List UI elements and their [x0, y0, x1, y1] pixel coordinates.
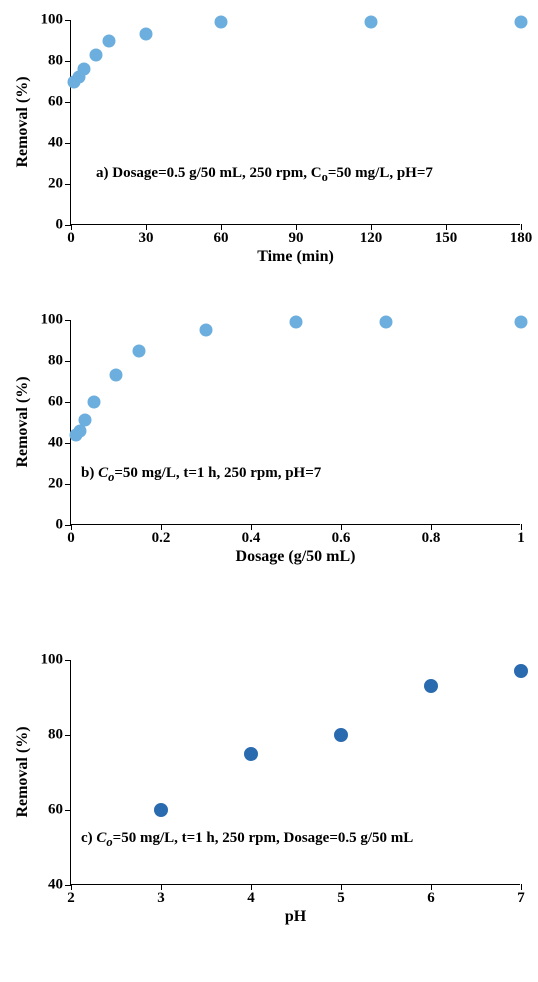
- y-axis-label: Removal (%): [14, 76, 32, 167]
- y-tick-label: 40: [48, 135, 63, 152]
- panel-a: 0 30 60 90 120 150 180 0 20 40 60 80 100 Time (min) Re…: [0, 10, 538, 290]
- x-tick-label: 7: [517, 890, 525, 907]
- plot-area-b: 00.20.40.60.81020406080100Dosage (g/50 m…: [70, 320, 520, 525]
- data-point: [110, 369, 123, 382]
- x-axis-label: pH: [285, 908, 306, 926]
- data-point: [215, 16, 228, 29]
- data-point: [154, 803, 168, 817]
- plot-area-c: 234567406080100pHRemoval (%)c) Co=50 mg/…: [70, 660, 520, 885]
- data-point: [515, 316, 528, 329]
- x-tick-label: 1: [517, 530, 525, 547]
- y-axis-label: Removal (%): [14, 726, 32, 817]
- y-tick-label: 40: [48, 435, 63, 452]
- panel-b: 0 0.2 0.4 0.6 0.8 1 0 20 40 60 80 100 Dosage (g/50 m…: [0, 310, 538, 590]
- x-tick-label: 3: [157, 890, 165, 907]
- y-tick: [65, 361, 71, 362]
- panel-caption-b: b) Co=50 mg/L, t=1 h, 250 rpm, pH=7: [81, 465, 321, 485]
- y-tick-label: 40: [48, 877, 63, 894]
- data-point: [200, 324, 213, 337]
- data-point: [514, 664, 528, 678]
- y-tick: [65, 61, 71, 62]
- y-tick: [65, 402, 71, 403]
- data-point: [515, 16, 528, 29]
- y-tick-label: 80: [48, 353, 63, 370]
- x-tick-label: 6: [427, 890, 435, 907]
- x-axis-label: Time (min): [257, 248, 334, 266]
- y-tick-label: 0: [56, 517, 64, 534]
- y-tick: [65, 810, 71, 811]
- data-point: [380, 316, 393, 329]
- y-tick: [65, 143, 71, 144]
- y-tick: [65, 225, 71, 226]
- y-tick-label: 80: [48, 727, 63, 744]
- data-point: [87, 396, 100, 409]
- data-point: [132, 344, 145, 357]
- x-tick-label: 0: [67, 530, 75, 547]
- y-tick-label: 100: [41, 312, 64, 329]
- y-tick-label: 100: [41, 652, 64, 669]
- y-tick: [65, 735, 71, 736]
- data-point: [78, 414, 91, 427]
- y-axis-label: Removal (%): [14, 376, 32, 467]
- data-point: [424, 679, 438, 693]
- x-tick-label: 0: [67, 230, 75, 247]
- x-tick-label: 90: [289, 230, 304, 247]
- x-tick-label: 2: [67, 890, 75, 907]
- y-tick-label: 20: [48, 176, 63, 193]
- y-tick: [65, 885, 71, 886]
- panel-c: 2 3 4 5 6 7 40 60 80 100 pH Removal (%) c) Co=50 mg/…: [0, 650, 538, 950]
- data-point: [102, 34, 115, 47]
- y-tick-label: 0: [56, 217, 64, 234]
- x-tick-label: 0.6: [332, 530, 351, 547]
- x-tick-label: 60: [214, 230, 229, 247]
- y-tick-label: 100: [41, 12, 64, 29]
- y-tick: [65, 660, 71, 661]
- x-tick-label: 180: [510, 230, 533, 247]
- data-point: [77, 63, 90, 76]
- y-tick-label: 80: [48, 53, 63, 70]
- x-tick-label: 0.4: [242, 530, 261, 547]
- plot-area-a: 0306090120150180020406080100Time (min)Re…: [70, 20, 520, 225]
- data-point: [244, 747, 258, 761]
- x-tick-label: 150: [435, 230, 458, 247]
- y-tick-label: 20: [48, 476, 63, 493]
- x-tick-label: 30: [139, 230, 154, 247]
- y-tick: [65, 184, 71, 185]
- x-tick-label: 5: [337, 890, 345, 907]
- y-tick-label: 60: [48, 94, 63, 111]
- y-tick-label: 60: [48, 802, 63, 819]
- data-point: [90, 48, 103, 61]
- y-tick: [65, 20, 71, 21]
- data-point: [290, 316, 303, 329]
- y-tick: [65, 484, 71, 485]
- x-tick-label: 0.8: [422, 530, 441, 547]
- y-tick: [65, 102, 71, 103]
- data-point: [365, 16, 378, 29]
- data-point: [334, 728, 348, 742]
- y-tick: [65, 320, 71, 321]
- panel-caption-c: c) Co=50 mg/L, t=1 h, 250 rpm, Dosage=0.…: [81, 830, 413, 850]
- y-tick: [65, 525, 71, 526]
- y-tick: [65, 443, 71, 444]
- x-tick-label: 4: [247, 890, 255, 907]
- x-axis-label: Dosage (g/50 mL): [236, 548, 356, 566]
- x-tick-label: 120: [360, 230, 383, 247]
- y-tick-label: 60: [48, 394, 63, 411]
- figure: 0306090120150180020406080100Time (min)Re…: [0, 0, 538, 982]
- panel-caption-a: a) Dosage=0.5 g/50 mL, 250 rpm, Co=50 mg…: [96, 165, 433, 185]
- x-tick-label: 0.2: [152, 530, 171, 547]
- data-point: [140, 28, 153, 41]
